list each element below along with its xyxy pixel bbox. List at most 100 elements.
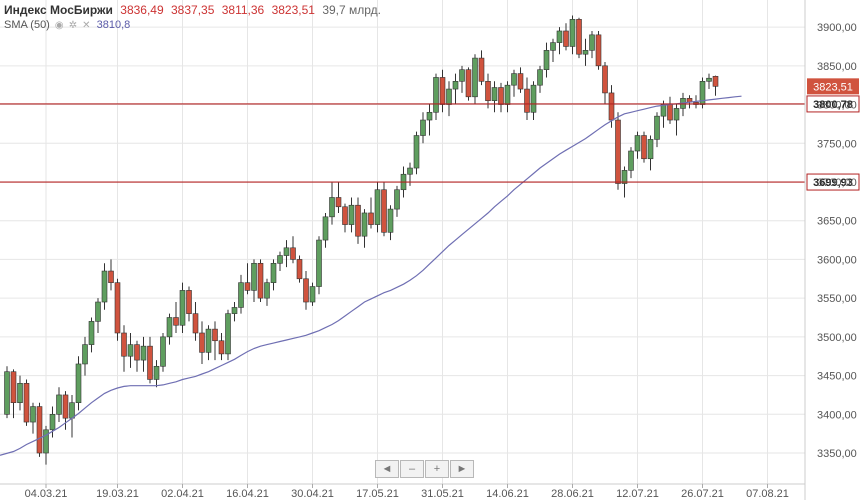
candle-down [290, 247, 296, 260]
y-tick-label: 3800,00 [817, 100, 857, 112]
candle-down [641, 135, 647, 160]
candle-up [179, 290, 186, 326]
candle-up [238, 282, 244, 308]
chart-navigator: ◄ – + ► [375, 460, 475, 478]
candle-up [589, 34, 595, 51]
x-tick-label: 16.04.21 [226, 488, 269, 500]
y-tick-label: 3750,00 [817, 138, 857, 150]
candle-down [257, 262, 264, 299]
candle-down [36, 406, 43, 454]
candle-down [563, 30, 569, 47]
x-tick-label: 14.06.21 [486, 488, 529, 500]
candle-down [355, 204, 361, 237]
candle-up [433, 77, 439, 113]
candle-down [524, 88, 530, 113]
candle-down [134, 344, 140, 361]
candle-up [153, 365, 160, 380]
candle-up [699, 81, 706, 105]
y-tick-label: 3850,00 [817, 61, 857, 73]
candle-up [30, 406, 36, 423]
candle-up [491, 87, 498, 101]
candle-up [140, 345, 147, 361]
candle-up [550, 42, 556, 51]
x-tick-label: 28.06.21 [551, 488, 594, 500]
candle-up [407, 167, 413, 175]
chart-legend: Индекс МосБиржи 3836,49 3837,35 3811,36 … [4, 3, 381, 33]
x-tick-label: 02.04.21 [161, 488, 204, 500]
candle-up [446, 88, 452, 105]
x-tick-label: 12.07.21 [616, 488, 659, 500]
candle-up [205, 328, 212, 353]
zoom-out-button[interactable]: – [400, 460, 424, 478]
candle-up [4, 371, 10, 415]
candle-up [231, 307, 238, 314]
level-label-box [806, 173, 860, 191]
candle-up [673, 108, 680, 121]
candle-up [17, 383, 23, 403]
candle-down [439, 77, 446, 105]
sma-line [0, 95, 742, 456]
candle-up [387, 208, 394, 233]
candle-down [121, 332, 127, 357]
close-icon[interactable]: ✕ [82, 20, 91, 31]
grid [0, 0, 805, 484]
candle-up [530, 84, 537, 113]
candle-down [465, 69, 472, 98]
scroll-right-button[interactable]: ► [450, 460, 474, 478]
settings-icon[interactable]: ✲ [68, 20, 78, 31]
candle-up [348, 204, 355, 225]
candle-up [413, 135, 420, 169]
candle-up [56, 394, 62, 415]
candle-up [621, 170, 628, 184]
y-tick-label: 3700,00 [817, 177, 857, 189]
candle-down [10, 371, 17, 403]
candle-up [504, 84, 511, 105]
candle-up [394, 189, 400, 210]
zoom-in-button[interactable]: + [425, 460, 449, 478]
candle-up [374, 189, 381, 225]
candle-down [517, 73, 524, 90]
plot-area [0, 0, 805, 484]
y-tick-label: 3900,00 [817, 22, 857, 34]
candle-down [498, 87, 504, 105]
candle-up [309, 286, 316, 303]
candle-up [75, 363, 82, 403]
x-tick-label: 04.03.21 [25, 488, 68, 500]
volume-value: 39,7 млрд. [322, 3, 381, 17]
level-label: 3800,78 [813, 99, 853, 111]
candle-up [459, 69, 465, 82]
level-label: 3699,93 [813, 177, 853, 189]
candle-down [114, 282, 121, 334]
candle-up [88, 321, 95, 345]
candle-down [576, 19, 582, 55]
x-tick-label: 26.07.21 [681, 488, 724, 500]
eye-icon[interactable]: ◉ [54, 20, 64, 31]
last-price-label: 3823,51 [813, 81, 853, 93]
candle-up [43, 429, 49, 454]
candle-down [244, 282, 251, 291]
x-tick-label: 07.08.21 [746, 488, 789, 500]
candle-up [634, 135, 641, 152]
candle-down [23, 383, 30, 423]
candle-up [127, 344, 134, 357]
candle-down [186, 290, 192, 314]
candle-up [251, 262, 257, 291]
candle-down [485, 81, 491, 101]
scroll-left-button[interactable]: ◄ [375, 460, 399, 478]
candle-up [270, 262, 277, 283]
candle-up [556, 30, 563, 43]
candle-up [660, 104, 667, 117]
candle-down [335, 197, 342, 208]
candle-up [537, 69, 543, 86]
y-tick-label: 3500,00 [817, 332, 857, 344]
candle-down [218, 340, 225, 355]
candle-up [628, 150, 634, 171]
candle-down [478, 57, 485, 82]
candle-up [101, 270, 108, 303]
low-value: 3811,36 [221, 3, 265, 17]
x-tick-label: 19.03.21 [96, 488, 139, 500]
candle-down [615, 119, 621, 184]
level-label-box [806, 95, 860, 113]
y-tick-label: 3550,00 [817, 293, 857, 305]
